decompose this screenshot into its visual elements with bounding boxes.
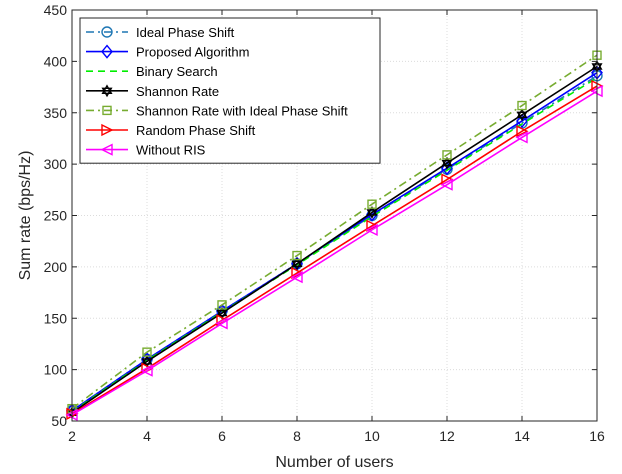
- legend-label: Shannon Rate: [136, 84, 219, 99]
- legend-label: Shannon Rate with Ideal Phase Shift: [136, 103, 348, 118]
- data-point: [366, 219, 379, 232]
- data-point: [440, 178, 453, 191]
- y-tick-label: 150: [44, 310, 68, 326]
- legend-label: Random Phase Shift: [136, 123, 256, 138]
- legend-label: Proposed Algorithm: [136, 45, 249, 60]
- plot-series: [65, 50, 604, 421]
- legend-box: [79, 17, 381, 164]
- series-line: [71, 90, 598, 416]
- legend-entry: Without RIS: [86, 143, 206, 158]
- data-point: [102, 105, 112, 116]
- data-point: [100, 143, 113, 156]
- legend-label: Binary Search: [136, 64, 218, 79]
- data-point: [365, 223, 378, 237]
- data-point: [216, 306, 228, 317]
- data-point: [141, 358, 153, 368]
- series-line: [71, 77, 598, 413]
- legend-label: Without RIS: [136, 143, 206, 158]
- x-tick-label: 2: [68, 428, 76, 444]
- legend-entry: Proposed Algorithm: [86, 44, 249, 60]
- data-point: [517, 100, 527, 111]
- y-axis-label: Sum rate (bps/Hz): [17, 151, 34, 281]
- y-tick-label: 400: [44, 53, 68, 69]
- y-tick-label: 50: [51, 413, 67, 429]
- series-line: [71, 85, 598, 415]
- x-tick-label: 4: [143, 428, 151, 444]
- data-point: [516, 125, 529, 138]
- series-line: [71, 54, 598, 410]
- data-point: [101, 84, 113, 95]
- x-tick-label: 16: [589, 428, 605, 444]
- data-point: [215, 317, 228, 330]
- legend: Ideal Phase Shift Proposed Algorithm Binar…: [79, 17, 381, 164]
- y-tick-label: 300: [44, 156, 68, 172]
- x-tick-label: 12: [439, 428, 455, 444]
- data-point: [441, 156, 453, 167]
- x-tick-label: 8: [293, 428, 301, 444]
- data-point: [101, 44, 113, 59]
- series-line: [71, 65, 598, 414]
- data-point: [516, 108, 528, 119]
- y-tick-label: 100: [44, 362, 68, 378]
- data-point: [217, 300, 227, 310]
- data-point: [142, 347, 152, 357]
- data-point: [141, 354, 153, 365]
- legend-entry: Random Phase Shift: [86, 123, 256, 138]
- data-point: [290, 271, 303, 284]
- x-tick-label: 10: [364, 428, 380, 444]
- legend-entry: Shannon Rate: [86, 84, 219, 99]
- data-point: [366, 209, 378, 219]
- y-tick-label: 450: [44, 2, 68, 18]
- data-point: [292, 250, 302, 261]
- data-point: [516, 111, 528, 122]
- data-point: [516, 113, 528, 129]
- data-point: [291, 257, 303, 267]
- data-point: [442, 150, 452, 160]
- legend-entry: Shannon Rate with Ideal Phase Shift: [86, 103, 348, 118]
- x-tick-label: 6: [218, 428, 226, 444]
- data-point: [367, 199, 377, 209]
- data-point: [441, 159, 453, 170]
- data-point: [515, 131, 528, 144]
- data-point: [291, 260, 303, 271]
- data-point: [291, 266, 304, 280]
- data-point: [101, 87, 113, 98]
- data-point: [101, 26, 113, 38]
- y-tick-label: 250: [44, 208, 68, 224]
- legend-label: Ideal Phase Shift: [136, 25, 235, 40]
- x-axis-label: Number of users: [275, 454, 393, 471]
- data-point: [101, 123, 114, 137]
- data-point: [140, 364, 153, 377]
- series-binary-search: [71, 77, 598, 413]
- data-point: [216, 309, 228, 320]
- axis-ticks: 2 4 6 8 10 12 14 16 50 100 150 200 250 300 350 400 450: [44, 2, 605, 444]
- legend-entry: Binary Search: [86, 64, 218, 79]
- series-random-phase-shift: [66, 79, 604, 420]
- y-tick-label: 350: [44, 105, 68, 121]
- legend-entry: Ideal Phase Shift: [86, 25, 235, 40]
- series-line: [71, 72, 598, 412]
- x-tick-label: 14: [514, 428, 530, 444]
- y-tick-label: 200: [44, 259, 68, 275]
- data-point: [366, 206, 378, 216]
